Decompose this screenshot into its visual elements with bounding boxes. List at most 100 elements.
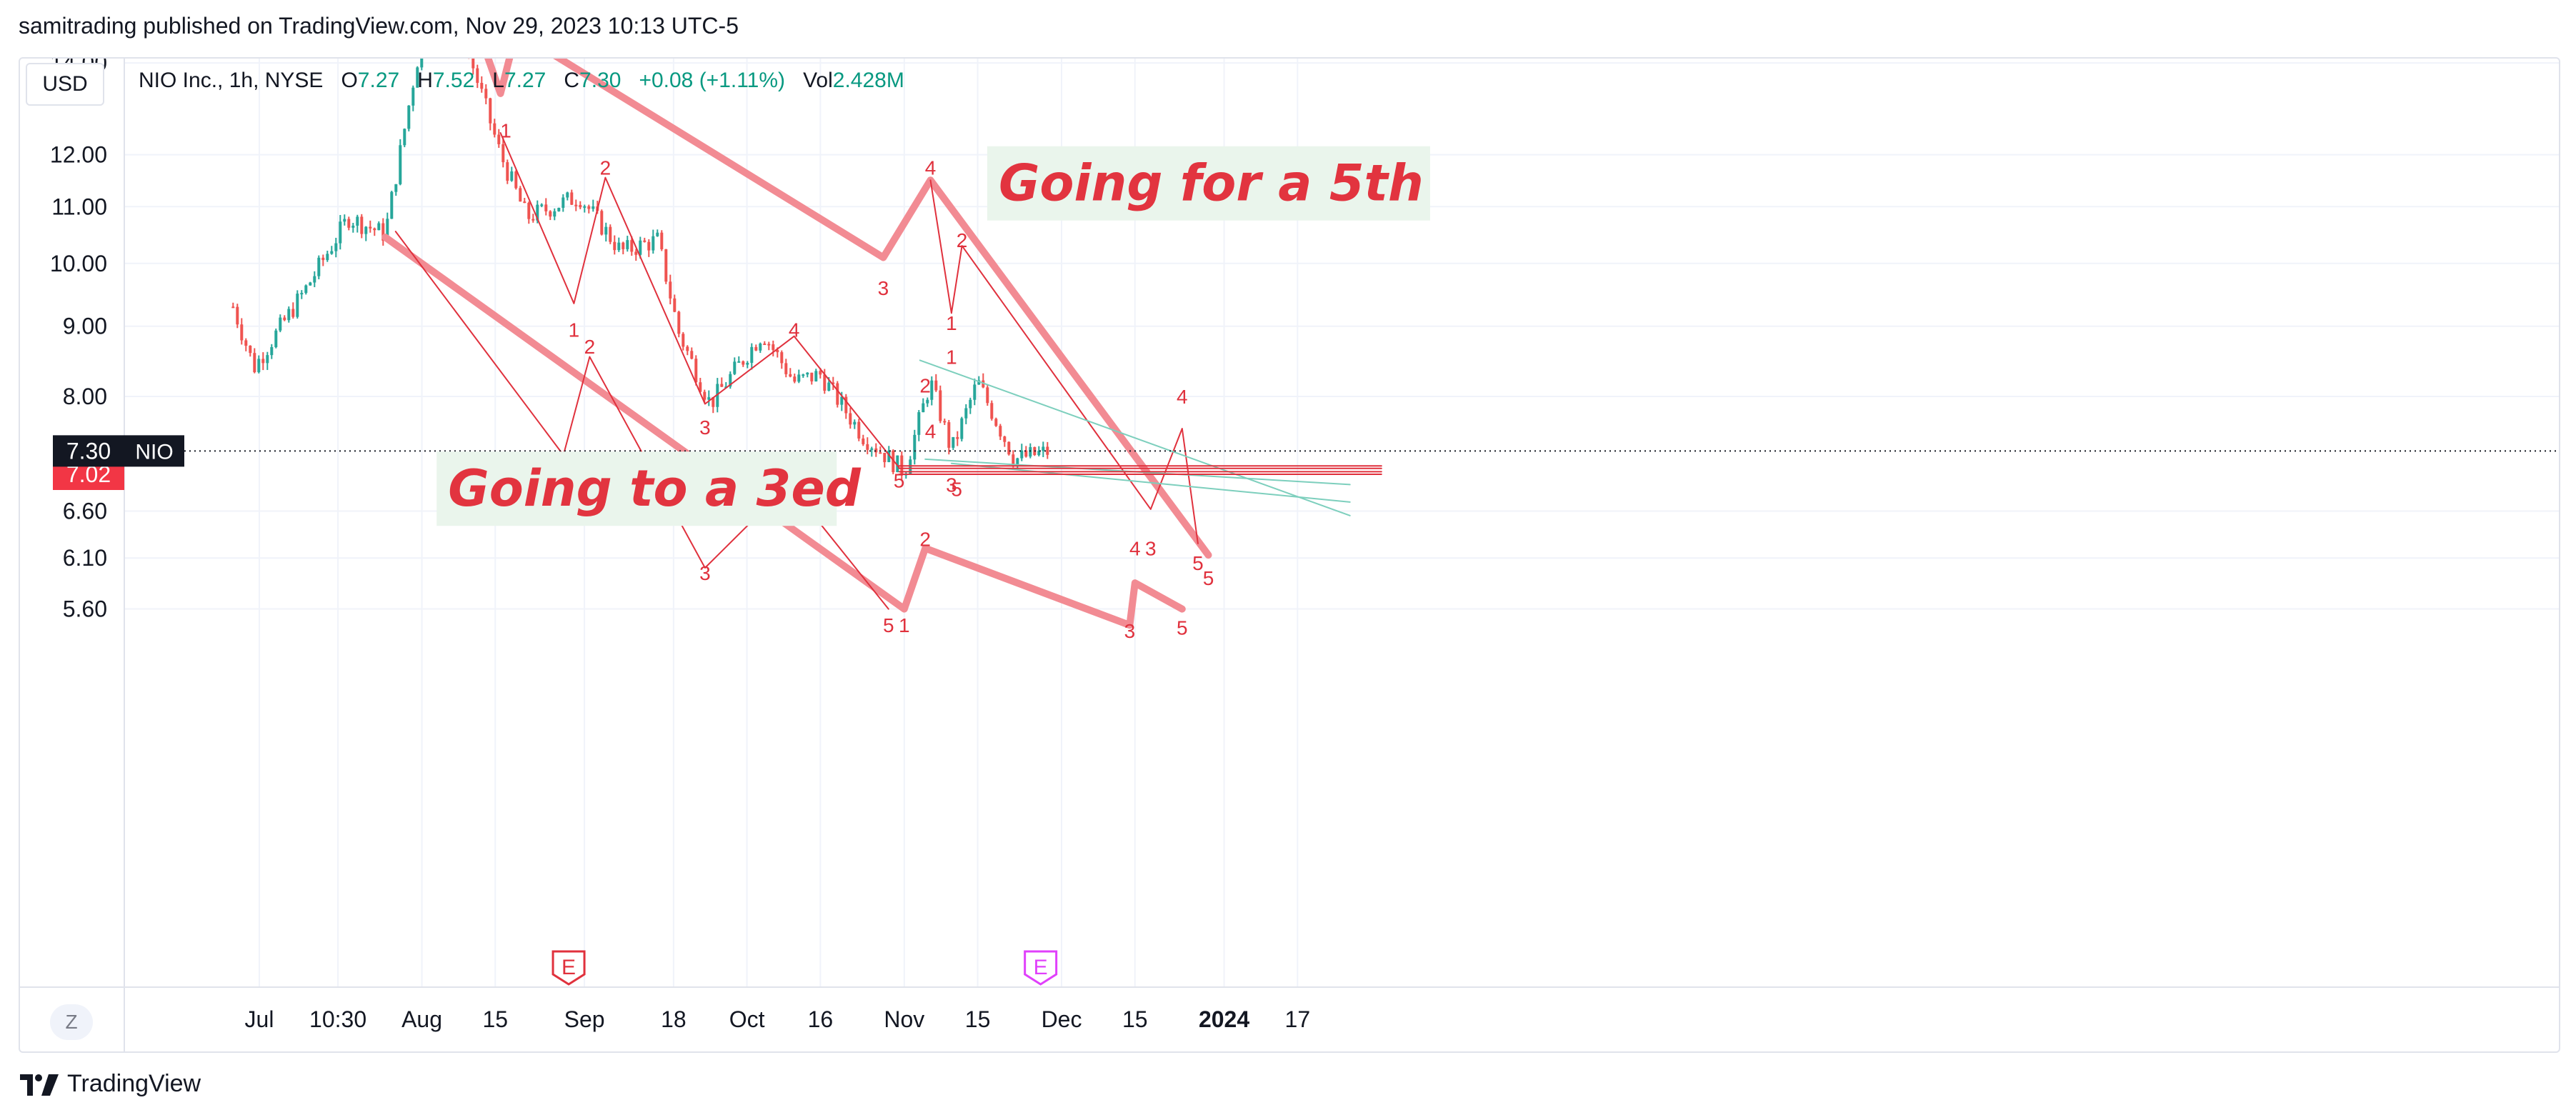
legend-close-value: 7.30 bbox=[579, 69, 621, 92]
thin-wave-right bbox=[929, 179, 1199, 544]
candle-body bbox=[712, 397, 715, 407]
candle-body bbox=[797, 374, 801, 382]
candle-body bbox=[249, 346, 252, 354]
candle-body bbox=[339, 221, 342, 244]
candle-body bbox=[699, 382, 702, 392]
wave-count-label: 4 bbox=[1177, 386, 1188, 408]
legend-low-value: 7.27 bbox=[504, 69, 546, 92]
wave-count-label: 1 bbox=[946, 346, 957, 368]
wave-count-label: 3 bbox=[1145, 538, 1157, 560]
candle-body bbox=[964, 408, 968, 419]
candle-body bbox=[506, 162, 509, 181]
wave-count-label: 1 bbox=[946, 312, 957, 334]
candle-body bbox=[621, 242, 625, 249]
candle-body bbox=[677, 311, 681, 334]
candle-body bbox=[639, 240, 642, 255]
candle-body bbox=[257, 359, 261, 373]
legend-open-label: O bbox=[341, 69, 358, 92]
candle-body bbox=[733, 361, 737, 374]
y-tick-label: 6.60 bbox=[63, 498, 107, 524]
wave-count-label: 4 bbox=[789, 319, 800, 341]
candle-body bbox=[750, 346, 754, 363]
legend-symbol[interactable]: NIO Inc., 1h, NYSE bbox=[139, 69, 324, 92]
tradingview-brand[interactable]: TradingView bbox=[19, 1070, 201, 1098]
candle-body bbox=[544, 204, 548, 211]
candle-body bbox=[849, 413, 852, 425]
candle-body bbox=[934, 380, 938, 391]
candle-body bbox=[647, 241, 651, 251]
candle-body bbox=[754, 346, 758, 351]
candle-body bbox=[390, 191, 394, 219]
x-tick-label: 18 bbox=[661, 1006, 687, 1032]
candle-body bbox=[369, 226, 372, 229]
candle-body bbox=[836, 383, 839, 405]
candle-body bbox=[973, 384, 977, 400]
currency-button[interactable]: USD bbox=[26, 63, 104, 106]
candle-body bbox=[922, 403, 925, 413]
candle-body bbox=[317, 257, 321, 276]
candle-body bbox=[309, 282, 312, 286]
price-chart[interactable]: 212121343451242132143554354355Going for … bbox=[20, 59, 2559, 1051]
x-tick-label: Oct bbox=[729, 1006, 765, 1032]
candle-body bbox=[1029, 446, 1032, 457]
candle-body bbox=[420, 59, 424, 68]
candle-body bbox=[827, 382, 831, 391]
y-tick-label: 11.00 bbox=[51, 194, 107, 219]
wave-count-label: 4 bbox=[925, 420, 937, 442]
candle-body bbox=[287, 309, 291, 321]
candle-body bbox=[617, 242, 621, 251]
candle-body bbox=[853, 421, 857, 425]
candle-body bbox=[969, 399, 972, 409]
y-tick-label: 6.10 bbox=[63, 545, 107, 571]
candle-body bbox=[866, 444, 869, 450]
candle-body bbox=[347, 219, 351, 228]
candle-body bbox=[673, 298, 677, 312]
candle-body bbox=[579, 205, 582, 208]
candle-body bbox=[879, 452, 882, 454]
candle-body bbox=[982, 380, 985, 388]
candle-body bbox=[600, 211, 604, 235]
chart-frame[interactable]: 212121343451242132143554354355Going for … bbox=[19, 57, 2560, 1053]
wave-count-label: 2 bbox=[919, 374, 931, 396]
candle-body bbox=[862, 438, 865, 444]
zoom-reset-button[interactable]: Z bbox=[50, 1004, 93, 1040]
candle-body bbox=[896, 455, 899, 472]
candle-body bbox=[411, 87, 415, 106]
candle-body bbox=[253, 353, 256, 373]
last-price-label-symbol-bg bbox=[124, 435, 184, 467]
x-tick-label: Aug bbox=[401, 1006, 442, 1032]
candle-body bbox=[844, 396, 848, 414]
chart-note: Going to a 3ed bbox=[448, 459, 862, 518]
candle-body bbox=[656, 232, 659, 236]
candle-body bbox=[570, 192, 574, 205]
candle-body bbox=[776, 349, 779, 353]
candle-body bbox=[484, 89, 488, 99]
candle-body bbox=[279, 317, 282, 331]
legend-change: +0.08 (+1.11%) bbox=[639, 69, 786, 92]
candle-body bbox=[476, 68, 479, 84]
candle-body bbox=[583, 206, 586, 208]
candle-body bbox=[990, 403, 994, 419]
channel-line-upper bbox=[919, 359, 1351, 516]
candle-body bbox=[291, 309, 295, 317]
candle-body bbox=[549, 211, 552, 217]
candle-body bbox=[952, 436, 955, 448]
candle-body bbox=[634, 251, 638, 255]
candle-body bbox=[707, 397, 711, 400]
candle-body bbox=[763, 344, 767, 346]
wave-count-label: 2 bbox=[600, 156, 611, 179]
x-tick-label: 16 bbox=[808, 1006, 834, 1032]
wave-count-label: 3 bbox=[878, 277, 889, 299]
earnings-marker-label: E bbox=[561, 956, 576, 979]
candle-body bbox=[536, 204, 539, 221]
candle-body bbox=[321, 257, 325, 261]
wave-count-label: 2 bbox=[584, 336, 596, 358]
tradingview-logo-icon bbox=[20, 1074, 59, 1096]
candle-body bbox=[274, 330, 278, 347]
candle-body bbox=[669, 281, 672, 299]
candle-body bbox=[381, 223, 385, 241]
candle-body bbox=[296, 294, 299, 317]
candle-body bbox=[1003, 436, 1007, 442]
wave-count-label: 5 bbox=[1203, 567, 1214, 589]
candle-body bbox=[883, 453, 887, 463]
